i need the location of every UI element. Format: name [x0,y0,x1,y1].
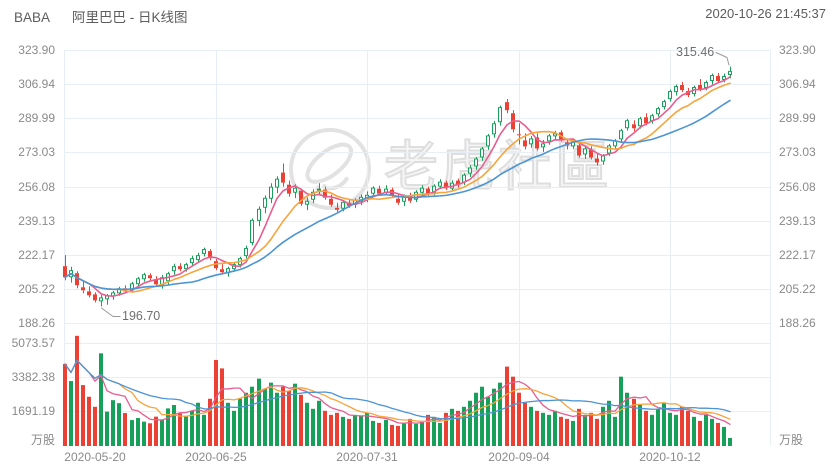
kline-chart-canvas[interactable] [0,0,840,470]
kline-chart-window: BABA阿里巴巴 - 日K线图 2020-10-26 21:45:37 老虎社區… [0,0,840,470]
